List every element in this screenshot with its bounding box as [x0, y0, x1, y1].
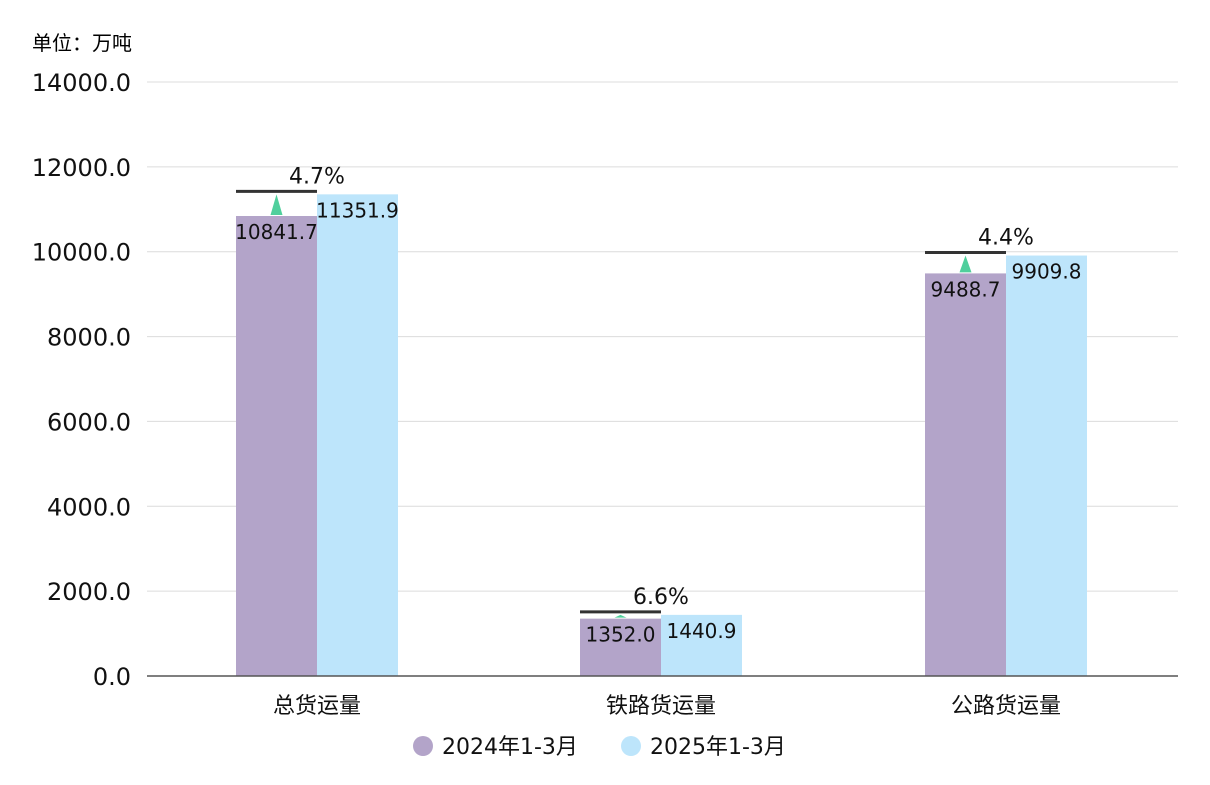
- bar: [317, 194, 398, 676]
- y-tick-label: 6000.0: [47, 408, 131, 436]
- bar-value-label: 1440.9: [667, 619, 737, 643]
- bar: [1006, 255, 1087, 677]
- growth-up-arrow-icon: [614, 614, 627, 618]
- x-category-label: 铁路货运量: [606, 694, 716, 719]
- growth-up-arrow-icon: [959, 255, 972, 273]
- growth-rate-label: 4.4%: [978, 226, 1034, 251]
- y-tick-label: 2000.0: [47, 578, 131, 606]
- unit-label: 单位：万吨: [32, 31, 132, 55]
- growth-rate-label: 4.7%: [289, 164, 345, 189]
- bar-value-label: 9909.8: [1012, 260, 1082, 284]
- x-axis-categories: 总货运量 铁路货运量 公路货运量: [273, 694, 1061, 719]
- bar: [236, 216, 317, 677]
- y-tick-label: 10000.0: [32, 239, 131, 267]
- growth-up-arrow-icon: [270, 194, 283, 216]
- y-tick-label: 0.0: [93, 663, 131, 691]
- y-tick-label: 14000.0: [32, 69, 131, 97]
- legend: 2024年1-3月 2025年1-3月: [413, 735, 786, 760]
- bar-value-label: 11351.9: [316, 198, 399, 222]
- y-axis-ticks: 0.0 2000.0 4000.0 6000.0 8000.0 10000.0 12000.…: [32, 69, 131, 691]
- bar-value-label: 1352.0: [586, 623, 656, 647]
- bar: [661, 614, 742, 676]
- legend-swatch: [413, 736, 433, 756]
- y-tick-label: 12000.0: [32, 154, 131, 182]
- growth-rate-label: 6.6%: [633, 585, 689, 610]
- y-tick-label: 8000.0: [47, 324, 131, 352]
- bar: [925, 273, 1006, 676]
- x-category-label: 公路货运量: [951, 694, 1061, 719]
- legend-entry-label: 2024年1-3月: [442, 735, 578, 760]
- y-tick-label: 4000.0: [47, 493, 131, 521]
- x-category-label: 总货运量: [273, 694, 361, 719]
- legend-entry-label: 2025年1-3月: [650, 735, 786, 760]
- bar-value-label: 9488.7: [931, 277, 1001, 301]
- bar: [580, 618, 661, 676]
- bar-value-label: 10841.7: [235, 220, 318, 244]
- legend-swatch: [621, 736, 641, 756]
- growth-markers: 4.7% 6.6% 4.4%: [236, 164, 1034, 618]
